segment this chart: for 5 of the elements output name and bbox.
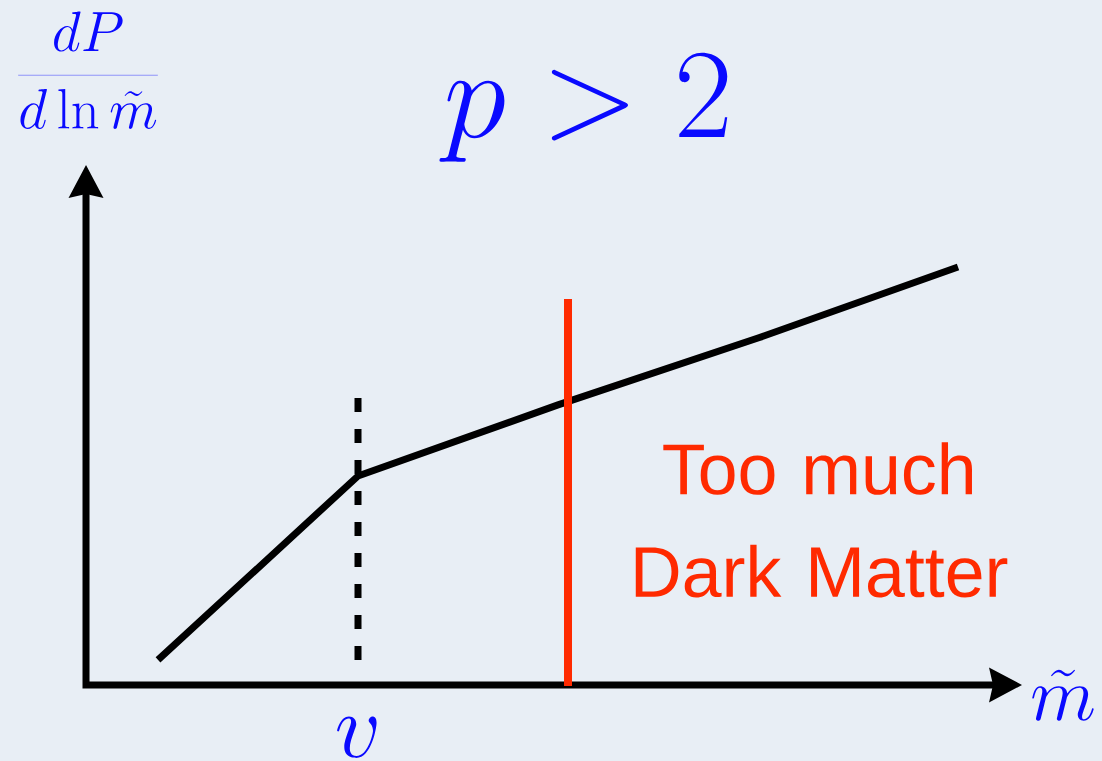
x-axis-title: $\tilde{m}$ <box>1032 669 1094 721</box>
annotation: Too much Dark Matter <box>635 442 1008 598</box>
text: $v$ <box>337 716 377 758</box>
chart-title: $p > 2$ <box>439 52 728 162</box>
text: $\frac{dP}{d\ln\tilde{m}}$ <box>18 11 158 129</box>
